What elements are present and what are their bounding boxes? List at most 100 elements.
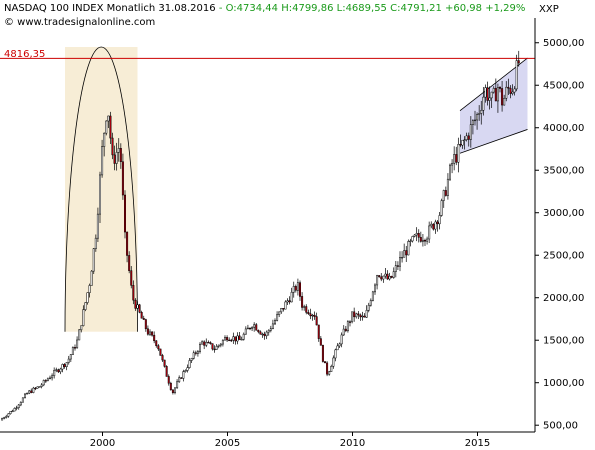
candle-body [144, 319, 147, 330]
candle-body [80, 325, 83, 331]
candle-body [511, 91, 514, 94]
candle-body [469, 124, 472, 140]
candle-body [251, 327, 254, 329]
chart-date: 31.08.2016 [158, 3, 216, 14]
candle-body [509, 87, 512, 94]
candle-body [482, 96, 485, 111]
candle-body [246, 327, 249, 330]
candle-body [517, 60, 520, 64]
candle-body [399, 257, 401, 267]
candle-body [211, 343, 214, 350]
candle-body [57, 369, 60, 373]
candle-body [253, 324, 256, 328]
candle-body [340, 334, 343, 345]
candle-body [461, 139, 464, 146]
candle-body [101, 146, 104, 176]
candle-body [282, 308, 285, 310]
candle-body [286, 300, 289, 303]
chart-header: NASDAQ 100 INDEX Monatlich 31.08.2016 - … [4, 3, 525, 14]
candle-body [26, 392, 29, 395]
candle-body [317, 324, 320, 339]
candle-body [430, 223, 433, 227]
candle-body [417, 233, 420, 238]
candle-body [71, 347, 74, 355]
candle-body [38, 386, 41, 388]
candle-body [409, 240, 412, 242]
candle-body [415, 233, 418, 236]
candle-body [307, 312, 310, 314]
candle-body [271, 323, 274, 329]
y-tick-label: 500,00 [543, 421, 578, 432]
candle-body [242, 333, 245, 340]
candle-body [105, 120, 108, 134]
candle-body [15, 407, 18, 409]
candle-body [296, 282, 299, 291]
candle-body [451, 163, 454, 166]
candle-body [67, 358, 70, 363]
candle-body [494, 88, 497, 102]
candle-body [380, 276, 383, 280]
candle-body [515, 60, 518, 90]
candle-body [465, 135, 468, 141]
y-tick-label: 3500,00 [543, 166, 584, 177]
candle-body [301, 296, 304, 308]
candle-body [496, 87, 499, 102]
candle-body [24, 393, 26, 399]
candle-body [169, 382, 172, 391]
candle-body [74, 347, 76, 349]
candle-body [363, 315, 366, 318]
ellipse-outline [64, 46, 138, 332]
candle-body [421, 239, 424, 242]
candle-body [386, 273, 389, 280]
y-tick-label: 1500,00 [543, 336, 584, 347]
candle-body [203, 341, 206, 346]
annotation-layer [0, 46, 535, 332]
x-tick-label: 2000 [90, 438, 115, 449]
candle-body [65, 362, 68, 368]
candle-body [449, 164, 451, 180]
candle-body [3, 417, 6, 419]
candle-body [305, 306, 308, 313]
candle-body [315, 316, 318, 326]
candle-body [90, 270, 93, 286]
candle-body [149, 331, 151, 335]
candle-body [434, 221, 437, 230]
candle-body [119, 148, 122, 162]
candle-body [438, 215, 441, 225]
candle-body [267, 330, 270, 333]
y-tick-label: 5000,00 [543, 38, 584, 49]
y-tick-label: 4000,00 [543, 123, 584, 134]
candle-body [440, 200, 443, 216]
candle-body [336, 345, 339, 351]
candle-body [390, 275, 393, 278]
candle-body [201, 341, 204, 345]
candle-body [94, 237, 97, 249]
candle-body [84, 302, 87, 310]
candle-body [453, 154, 456, 164]
candle-body [480, 110, 483, 114]
candle-body [313, 314, 316, 317]
candle-body [142, 318, 145, 320]
y-tick-label: 2500,00 [543, 251, 584, 262]
candle-body [492, 88, 495, 93]
candle-body [188, 360, 191, 368]
candle-body [249, 327, 251, 330]
candle-body [44, 380, 47, 382]
candle-body [328, 371, 331, 375]
candle-body [501, 88, 504, 106]
candle-body [303, 306, 306, 308]
candle-body [221, 339, 224, 345]
candle-body [513, 88, 516, 93]
candle-body [392, 271, 395, 278]
candle-body [396, 265, 399, 267]
candle-body [274, 320, 276, 325]
candle-body [311, 314, 314, 317]
candle-body [284, 301, 287, 310]
candle-body [371, 291, 374, 301]
candle-body [96, 213, 99, 239]
ellipse-shading [65, 46, 138, 332]
candle-body [263, 333, 266, 337]
candle-body [455, 154, 458, 163]
candle-body [384, 273, 387, 277]
candle-body [407, 241, 410, 256]
